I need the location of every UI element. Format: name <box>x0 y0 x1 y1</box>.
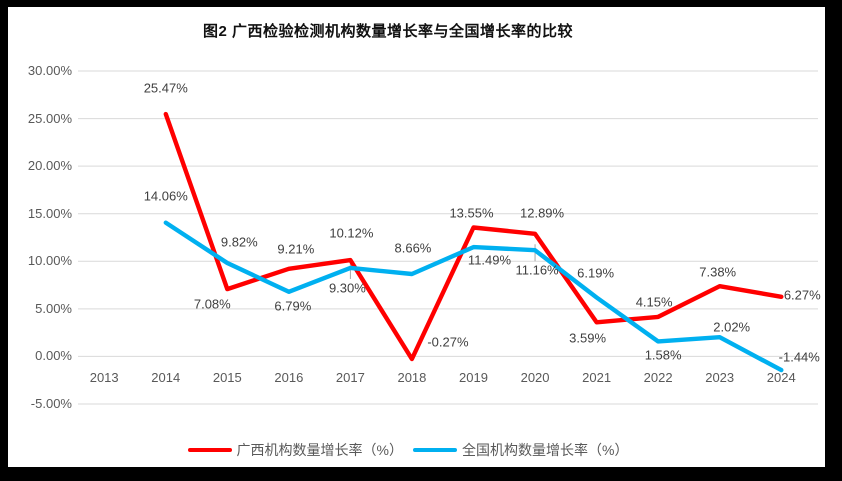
legend-swatch-blue-line <box>413 448 457 452</box>
legend-label-guangxi: 广西机构数量增长率（%） <box>236 442 403 458</box>
chart-title: 图2 广西检验检测机构数量增长率与全国增长率的比较 <box>202 23 574 40</box>
legend-label-national: 全国机构数量增长率（%） <box>462 442 629 458</box>
legend-item-guangxi[interactable]: 广西机构数量增长率（%） <box>187 440 403 460</box>
legend: 广西机构数量增长率（%） 全国机构数量增长率（%） <box>8 440 808 460</box>
series-line-guangxi <box>163 111 784 362</box>
legend-item-national[interactable]: 全国机构数量增长率（%） <box>413 440 628 460</box>
legend-swatch-red-line <box>187 448 232 452</box>
chart-canvas: 图2 广西检验检测机构数量增长率与全国增长率的比较 广西机构数量增长率（%） 全… <box>8 7 825 467</box>
series-line-national <box>163 220 784 373</box>
